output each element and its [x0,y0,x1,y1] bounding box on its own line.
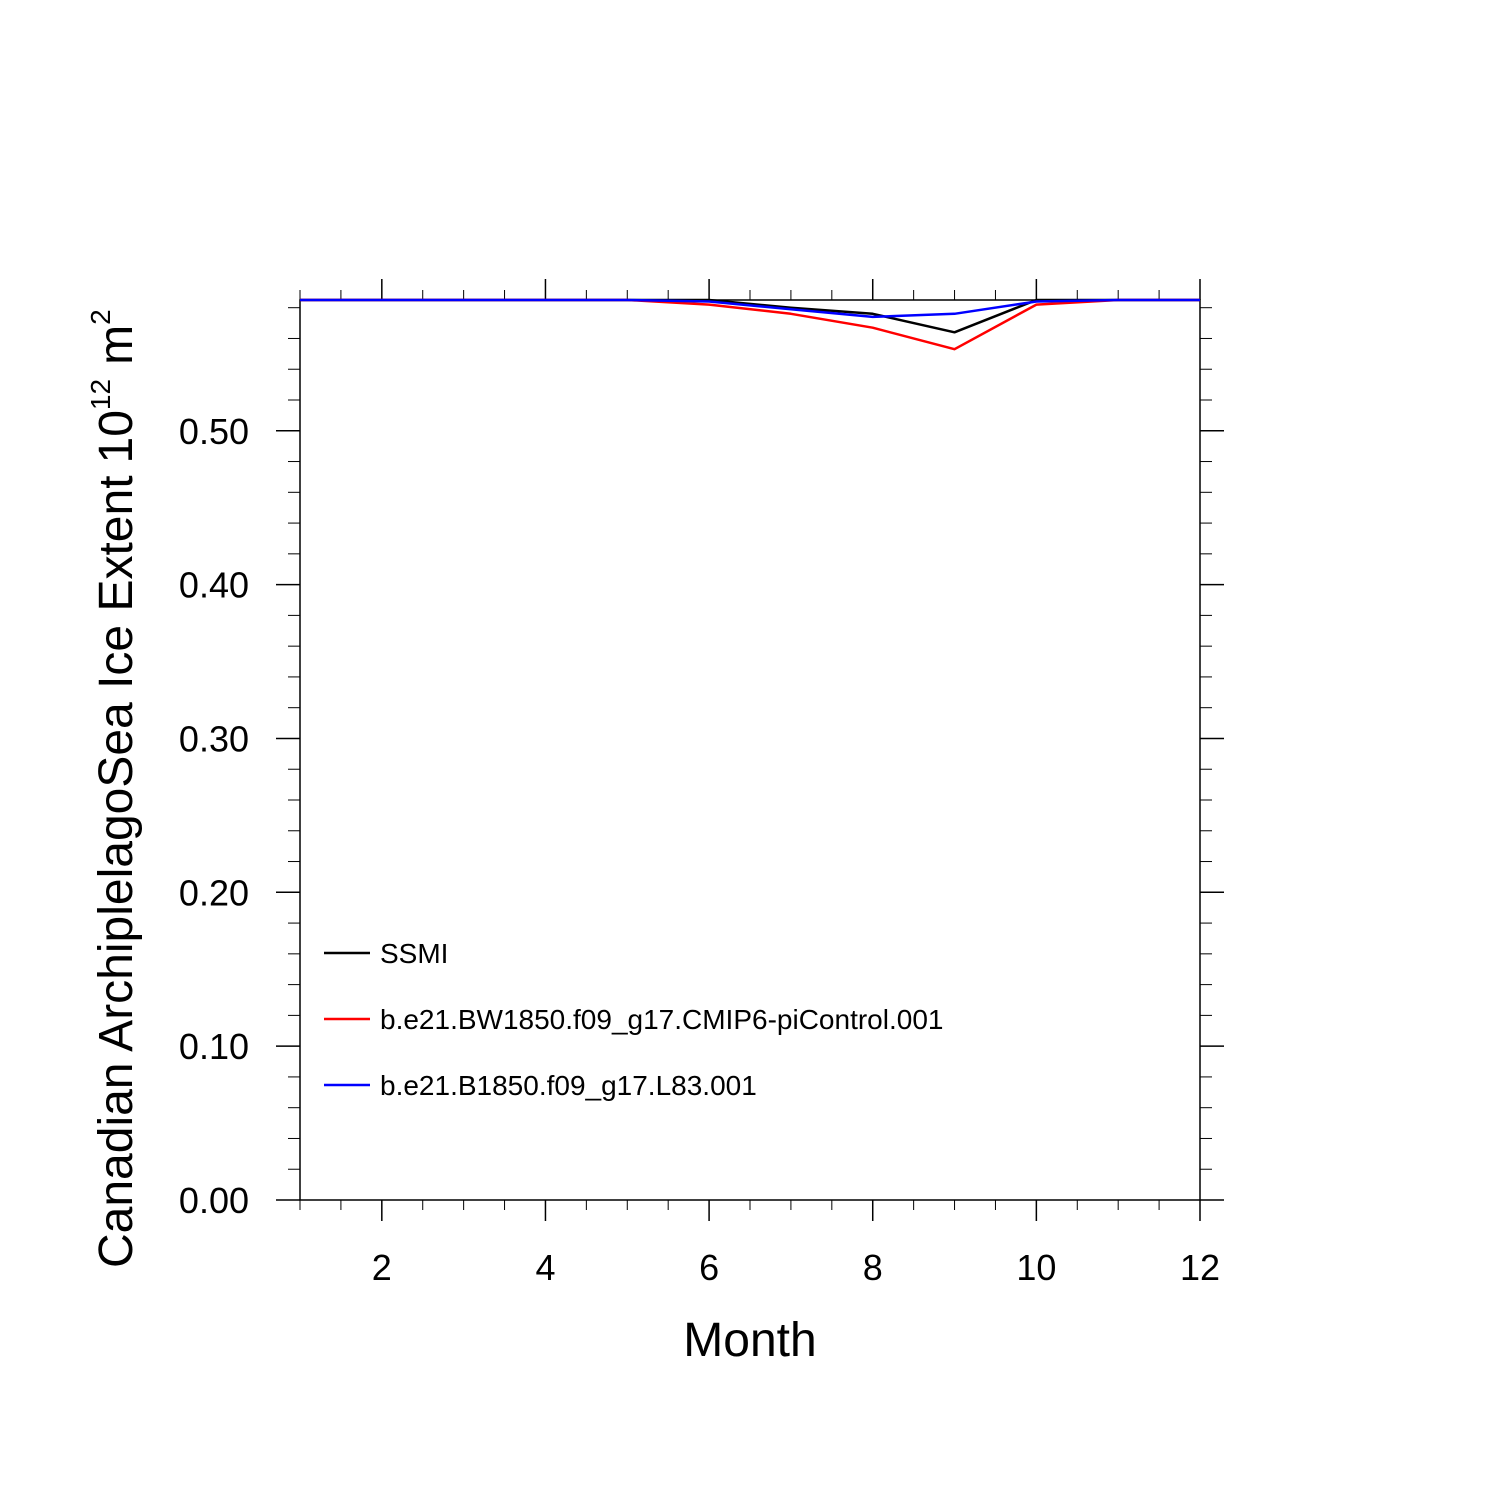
y-axis-title: Canadian ArchiplelagoSea Ice Extent 1012 m… [85,309,143,1268]
x-tick-label: 6 [699,1247,719,1288]
x-tick-label: 12 [1180,1247,1220,1288]
x-tick-label: 4 [535,1247,555,1288]
y-tick-label: 0.00 [179,1180,249,1221]
series-lines [300,298,1200,351]
x-axis-title: Month [683,1314,816,1367]
series-line-3 [300,298,1200,319]
y-axis-title-text: Canadian ArchiplelagoSea Ice Extent [90,475,143,1268]
tick-labels: 2 4 6 8 10 12 0.00 0.10 0.20 0.30 0.40 0.50 [179,411,1220,1288]
y-axis-unit-base-exponent: 12 [85,379,116,410]
y-axis-unit-base: 10 [90,410,143,463]
ticks [276,279,1224,1221]
x-tick-label: 2 [372,1247,392,1288]
x-tick-label: 10 [1016,1247,1056,1288]
legend-label-3: b.e21.B1850.f09_g17.L83.001 [380,1070,757,1101]
y-tick-label: 0.50 [179,411,249,452]
y-tick-label: 0.20 [179,872,249,913]
y-tick-label: 0.10 [179,1026,249,1067]
legend: SSMI b.e21.BW1850.f09_g17.CMIP6-piControl… [324,938,943,1101]
x-tick-label: 8 [863,1247,883,1288]
y-tick-label: 0.30 [179,718,249,759]
series-line-2 [300,298,1200,351]
y-axis-unit-symbol: m [90,325,143,365]
y-axis-unit-exponent: 2 [85,309,116,325]
legend-label-1: SSMI [380,938,448,969]
legend-label-2: b.e21.BW1850.f09_g17.CMIP6-piControl.001 [380,1004,943,1035]
plot-frame [299,299,1201,1201]
y-tick-label: 0.40 [179,565,249,606]
